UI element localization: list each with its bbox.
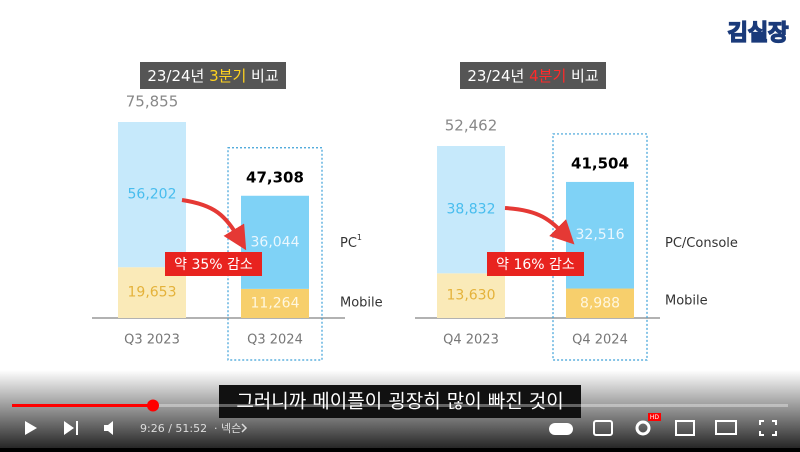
title-part: 23/24년 — [147, 67, 209, 85]
mobile-label: 13,630 — [447, 288, 496, 304]
title-part: 23/24년 — [467, 67, 529, 85]
captions-button[interactable] — [593, 420, 613, 436]
footnote: 1 — [357, 233, 362, 242]
pc-label: 32,516 — [576, 227, 625, 243]
scrubber[interactable] — [147, 399, 159, 412]
legend-text: PC — [340, 236, 357, 251]
theater-button[interactable] — [715, 420, 737, 435]
title-box — [140, 62, 286, 89]
total-label: 52,462 — [445, 117, 498, 135]
total-label: 75,855 — [126, 93, 179, 111]
title-part: 3분기 — [209, 67, 246, 85]
time: 9:26 / 51:52 — [140, 422, 207, 435]
arrow — [181, 198, 247, 251]
legend-pc: PC/Console — [665, 236, 738, 251]
subtitle: 그러니까 메이플이 굉장히 많이 빠진 것이 — [236, 391, 563, 413]
legend-mobile: Mobile — [665, 294, 708, 309]
volume-button[interactable] — [104, 421, 113, 435]
chart-title: 23/24년 4분기 비교 — [467, 67, 598, 85]
change-badge — [165, 252, 262, 276]
total-label: 41,504 — [571, 154, 629, 172]
pc-label: 56,202 — [128, 187, 177, 203]
miniplayer-button[interactable] — [675, 420, 695, 436]
hd-badge — [648, 413, 661, 421]
subtitle-box — [219, 385, 581, 418]
title-part: 4분기 — [529, 67, 566, 85]
channel: · 넥슨 — [214, 422, 241, 435]
title-part: 비교 — [566, 67, 598, 85]
total-label: 47,308 — [246, 168, 304, 186]
fullscreen-button[interactable] — [759, 420, 777, 436]
change-badge — [487, 252, 584, 276]
change-label: 약 35% 감소 — [174, 257, 253, 273]
change-label: 약 16% 감소 — [496, 257, 575, 273]
mobile-bar — [241, 288, 309, 318]
arrow — [504, 206, 575, 245]
title-part: 비교 — [246, 67, 278, 85]
pc-bar — [118, 122, 186, 268]
legend-mobile: Mobile — [340, 296, 383, 311]
category-label: Q4 2024 — [572, 333, 628, 348]
mobile-label: 8,988 — [580, 295, 620, 311]
next-button[interactable] — [64, 421, 78, 435]
settings-button[interactable] — [635, 420, 651, 436]
mobile-bar — [437, 273, 505, 318]
highlight-frame — [227, 147, 323, 361]
mobile-bar — [566, 288, 634, 318]
chart-title: 23/24년 3분기 비교 — [147, 67, 278, 85]
mobile-label: 11,264 — [251, 295, 300, 311]
pc-label: 36,044 — [251, 234, 300, 250]
title-box — [460, 62, 606, 89]
autoplay-toggle[interactable] — [549, 423, 573, 435]
hd-label: HD — [650, 414, 660, 421]
mobile-label: 19,653 — [128, 285, 177, 301]
pc-label: 38,832 — [447, 202, 496, 218]
legend-text: PC/Console — [665, 236, 738, 251]
play-button[interactable] — [25, 421, 37, 435]
charts: 23/24년 3분기 비교 75,855 56,202 19,653 Q3 2023 47… — [92, 62, 738, 361]
category-label: Q3 2023 — [124, 333, 180, 348]
progress-played — [12, 404, 153, 407]
category-label: Q3 2024 — [247, 333, 303, 348]
category-label: Q4 2023 — [443, 333, 499, 348]
chevron[interactable] — [241, 423, 248, 433]
legend-pc: PC1 — [340, 233, 362, 251]
progress-track[interactable] — [12, 404, 788, 407]
logo: 김실장 — [728, 21, 789, 46]
